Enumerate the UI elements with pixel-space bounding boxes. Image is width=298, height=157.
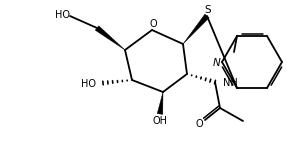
Text: O: O	[149, 19, 157, 29]
Text: OH: OH	[153, 116, 167, 126]
Polygon shape	[157, 92, 163, 114]
Polygon shape	[183, 14, 209, 44]
Text: HO: HO	[55, 10, 69, 20]
Text: NH: NH	[223, 78, 238, 88]
Polygon shape	[95, 26, 125, 50]
Text: S: S	[205, 5, 211, 15]
Text: N: N	[213, 58, 221, 68]
Text: O: O	[195, 119, 203, 129]
Text: HO: HO	[81, 79, 97, 89]
